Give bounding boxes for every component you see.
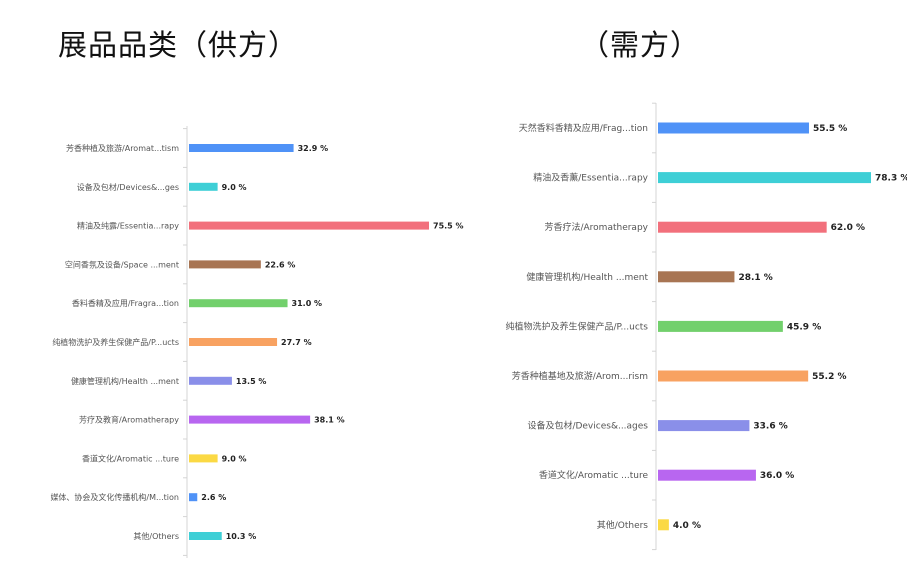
supply-bar (189, 260, 261, 269)
supply-chart: 芳香种植及旅游/Aromat...tism 32.9 % 设备及包材/Devices… (50, 126, 464, 558)
supply-category-label: 媒体、协会及文化传播机构/M...tion (50, 492, 179, 502)
supply-bar (189, 454, 218, 463)
supply-bar (189, 221, 429, 230)
demand-value-label: 33.6 % (753, 422, 787, 432)
supply-value-label: 2.6 % (201, 493, 226, 502)
supply-bar (189, 532, 222, 540)
supply-category-label: 设备及包材/Devices&...ges (77, 182, 179, 192)
supply-category-label: 空间香氛及设备/Space ...ment (65, 259, 179, 269)
supply-value-label: 27.7 % (281, 338, 312, 347)
supply-value-label: 9.0 % (222, 454, 247, 463)
demand-value-label: 55.5 % (813, 124, 847, 134)
demand-bar (658, 221, 827, 233)
demand-value-label: 78.3 % (875, 174, 907, 184)
demand-category-label: 芳香疗法/Aromatherapy (544, 221, 648, 233)
demand-bar (658, 122, 809, 134)
supply-value-label: 38.1 % (314, 416, 345, 425)
demand-bar (658, 469, 756, 481)
demand-category-label: 纯植物洗护及养生保健产品/P...ucts (505, 320, 648, 332)
demand-value-label: 4.0 % (673, 521, 701, 531)
demand-category-label: 芳香种植基地及旅游/Arom...rism (512, 370, 648, 382)
supply-category-label: 芳香种植及旅游/Aromat...tism (66, 143, 179, 153)
demand-category-label: 香道文化/Aromatic ...ture (539, 469, 649, 481)
supply-value-label: 22.6 % (265, 260, 296, 269)
demand-bar (658, 370, 809, 382)
supply-bar (189, 493, 198, 502)
demand-category-label: 其他/Others (597, 519, 649, 531)
demand-bar (658, 271, 735, 283)
supply-value-label: 75.5 % (433, 222, 464, 231)
demand-category-label: 设备及包材/Devices&...ages (527, 420, 648, 432)
chart-title-supply: 展品品类（供方） (58, 28, 299, 62)
supply-bar (189, 182, 218, 191)
demand-category-label: 健康管理机构/Health ...ment (526, 271, 648, 283)
demand-bar (658, 519, 669, 531)
supply-category-label: 香料香精及应用/Fragra...tion (72, 298, 179, 308)
demand-value-label: 36.0 % (760, 471, 794, 481)
supply-value-label: 13.5 % (236, 377, 267, 386)
demand-category-label: 天然香料香精及应用/Frag...tion (519, 122, 648, 134)
supply-bar (189, 299, 288, 308)
demand-chart: 天然香料香精及应用/Frag...tion 55.5 % 精油及香薰/Essenti… (505, 102, 907, 551)
supply-value-label: 9.0 % (222, 183, 247, 192)
supply-bar (189, 415, 311, 424)
demand-bar (658, 172, 871, 184)
supply-category-label: 其他/Others (133, 531, 179, 541)
supply-category-label: 纯植物洗护及养生保健产品/P...ucts (52, 337, 179, 347)
chart-title-demand: （需方） (580, 28, 701, 62)
demand-value-label: 45.9 % (787, 322, 821, 332)
demand-bar (658, 420, 750, 432)
supply-category-label: 精油及纯露/Essentia...rapy (77, 221, 179, 231)
demand-value-label: 55.2 % (812, 372, 846, 382)
demand-category-label: 精油及香薰/Essentia...rapy (533, 172, 648, 184)
supply-value-label: 10.3 % (226, 532, 257, 541)
supply-category-label: 芳疗及教育/Aromatherapy (79, 415, 179, 425)
demand-value-label: 62.0 % (831, 223, 865, 233)
supply-bar (189, 376, 232, 385)
supply-value-label: 31.0 % (292, 299, 323, 308)
supply-category-label: 香道文化/Aromatic ...ture (82, 453, 179, 463)
supply-value-label: 32.9 % (298, 144, 329, 153)
demand-bar (658, 320, 783, 332)
demand-value-label: 28.1 % (738, 273, 772, 283)
supply-bar (189, 338, 278, 346)
supply-bar (189, 144, 294, 152)
supply-category-label: 健康管理机构/Health ...ment (71, 376, 179, 386)
